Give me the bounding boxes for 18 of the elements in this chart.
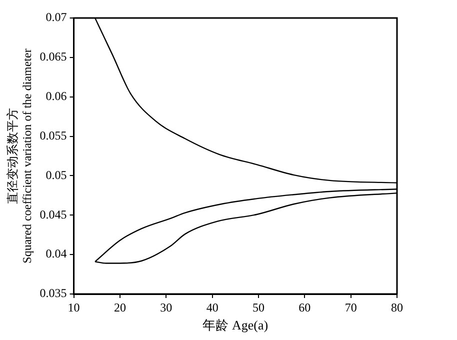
x-tick-label: 70 xyxy=(344,300,357,314)
x-tick-label: 10 xyxy=(68,300,80,314)
y-tick-label: 0.055 xyxy=(40,128,67,142)
x-tick-label: 20 xyxy=(114,300,126,314)
y-tick-label: 0.035 xyxy=(40,286,67,300)
y-tick-label: 0.065 xyxy=(40,50,67,64)
x-tick-label: 40 xyxy=(206,300,218,314)
x-tick-label: 60 xyxy=(298,300,311,314)
y-tick-label: 0.04 xyxy=(46,246,67,261)
x-tick-label: 80 xyxy=(391,300,403,314)
y-tick-label: 0.05 xyxy=(46,168,67,182)
y-tick-label: 0.045 xyxy=(40,207,67,222)
y-tick-label: 0.07 xyxy=(46,10,67,24)
x-axis-title: 年龄 Age(a) xyxy=(202,318,268,333)
y-axis-title: 直径变动系数平方 Squared coefficient variation of the diameter xyxy=(5,48,34,264)
x-tick-label: 30 xyxy=(160,300,172,314)
y-tick-label: 0.06 xyxy=(46,89,67,104)
x-tick-label: 50 xyxy=(252,300,264,314)
